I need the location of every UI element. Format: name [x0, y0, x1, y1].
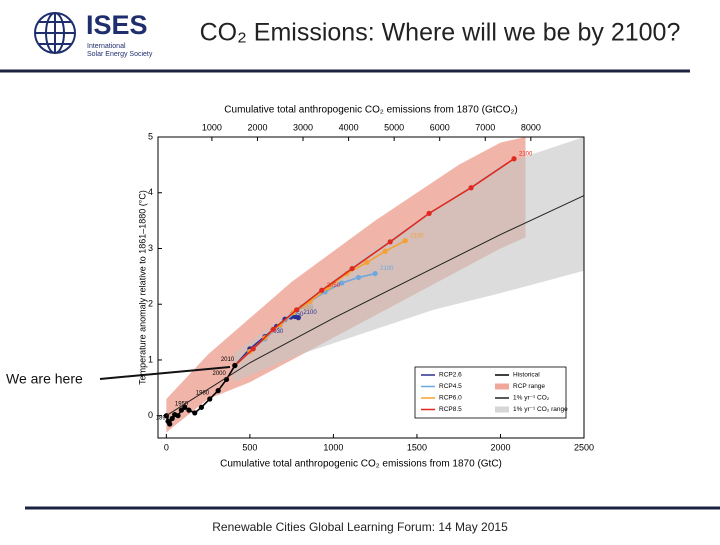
data-point — [426, 210, 432, 216]
data-point — [372, 270, 378, 277]
point-label: 2050 — [300, 305, 314, 311]
legend-swatch — [495, 383, 509, 390]
legend-label: RCP8.5 — [439, 406, 462, 413]
legend-label: RCP4.5 — [439, 383, 462, 390]
series-line — [166, 195, 585, 417]
x2-tick-label: 6000 — [430, 122, 450, 132]
x2-tick-label: 4000 — [339, 122, 359, 132]
point-label: 2100 — [380, 266, 394, 272]
data-point — [387, 239, 393, 245]
y-tick-label: 0 — [148, 410, 153, 420]
data-point — [468, 185, 474, 191]
point-label: 1980 — [196, 391, 210, 397]
legend-box — [414, 366, 567, 419]
y-tick-label: 4 — [148, 187, 153, 197]
data-point — [382, 248, 388, 254]
y-tick-label: 5 — [148, 131, 153, 141]
legend-label: RCP2.6 — [439, 372, 462, 379]
point-label: 2030 — [270, 329, 284, 335]
point-label: 2050 — [290, 312, 304, 318]
data-point — [270, 326, 276, 332]
x2-tick-label: 1000 — [202, 122, 222, 132]
data-point — [169, 415, 175, 422]
x-tick-label: 0 — [164, 442, 169, 452]
x2-tick-label: 5000 — [384, 122, 404, 132]
footer: Renewable Cities Global Learning Forum: … — [212, 520, 508, 534]
data-point — [232, 362, 238, 369]
range-band — [233, 137, 585, 383]
legend-label: RCP range — [513, 383, 545, 390]
legend-label: 1% yr⁻¹ CO₂ range — [513, 406, 568, 413]
data-point — [339, 280, 345, 286]
x-tick-label: 1000 — [323, 442, 343, 452]
x-axis-title: Cumulative total anthropogenic CO₂ emiss… — [220, 459, 502, 470]
x-tick-label: 2500 — [574, 442, 594, 452]
annotation: We are here — [6, 371, 83, 387]
data-point — [207, 396, 213, 402]
data-point — [198, 404, 205, 410]
y-tick-label: 2 — [148, 299, 153, 309]
data-point — [167, 421, 173, 427]
legend-label: Historical — [513, 372, 540, 379]
y-tick-label: 1 — [148, 354, 153, 364]
logo-subtitle: Solar Energy Society — [87, 51, 153, 58]
x2-tick-label: 7000 — [475, 122, 495, 132]
x-tick-label: 1500 — [407, 442, 427, 452]
data-point — [319, 287, 325, 293]
plot-frame — [157, 136, 585, 439]
series-line — [234, 158, 515, 367]
legend-swatch — [495, 406, 509, 413]
point-label: 2100 — [303, 310, 317, 316]
point-label: 2010 — [221, 357, 235, 363]
annotation-arrow — [99, 366, 231, 380]
x2-tick-label: 2000 — [247, 122, 267, 132]
data-point — [250, 346, 256, 352]
data-point — [511, 156, 517, 162]
data-point — [364, 259, 370, 266]
point-label: 2100 — [410, 233, 424, 239]
data-point — [186, 407, 192, 413]
legend-label: RCP6.0 — [439, 395, 462, 402]
slide-title: CO₂ Emissions: Where will we be by 2100? — [200, 19, 681, 47]
data-point — [175, 413, 181, 419]
point-label: 2000 — [212, 371, 226, 377]
logo-subtitle: International — [87, 43, 126, 50]
point-label: 1890 — [156, 416, 170, 422]
logo-title: ISES — [86, 10, 148, 40]
y-tick-label: 3 — [148, 243, 153, 253]
x2-tick-label: 8000 — [521, 122, 541, 132]
data-point — [182, 404, 188, 410]
x-tick-label: 2000 — [490, 442, 510, 452]
data-point — [295, 315, 301, 321]
point-label: 1950 — [175, 402, 189, 408]
data-point — [349, 265, 355, 272]
data-point — [215, 388, 221, 394]
point-label: 2050 — [298, 305, 312, 311]
x2-axis-title: Cumulative total anthropogenic CO₂ emiss… — [224, 105, 517, 116]
y-axis-title: Temperature anomaly relative to 1861–188… — [137, 190, 147, 385]
x2-tick-label: 3000 — [293, 122, 313, 132]
data-point — [402, 238, 408, 244]
data-point — [355, 274, 362, 281]
data-point — [294, 307, 300, 313]
x-tick-label: 500 — [242, 442, 257, 452]
point-label: 2050 — [327, 283, 341, 289]
data-point — [192, 410, 198, 416]
point-label: 2100 — [519, 151, 533, 157]
legend-label: 1% yr⁻¹ CO₂ — [513, 395, 550, 402]
logo-globe — [34, 12, 76, 54]
